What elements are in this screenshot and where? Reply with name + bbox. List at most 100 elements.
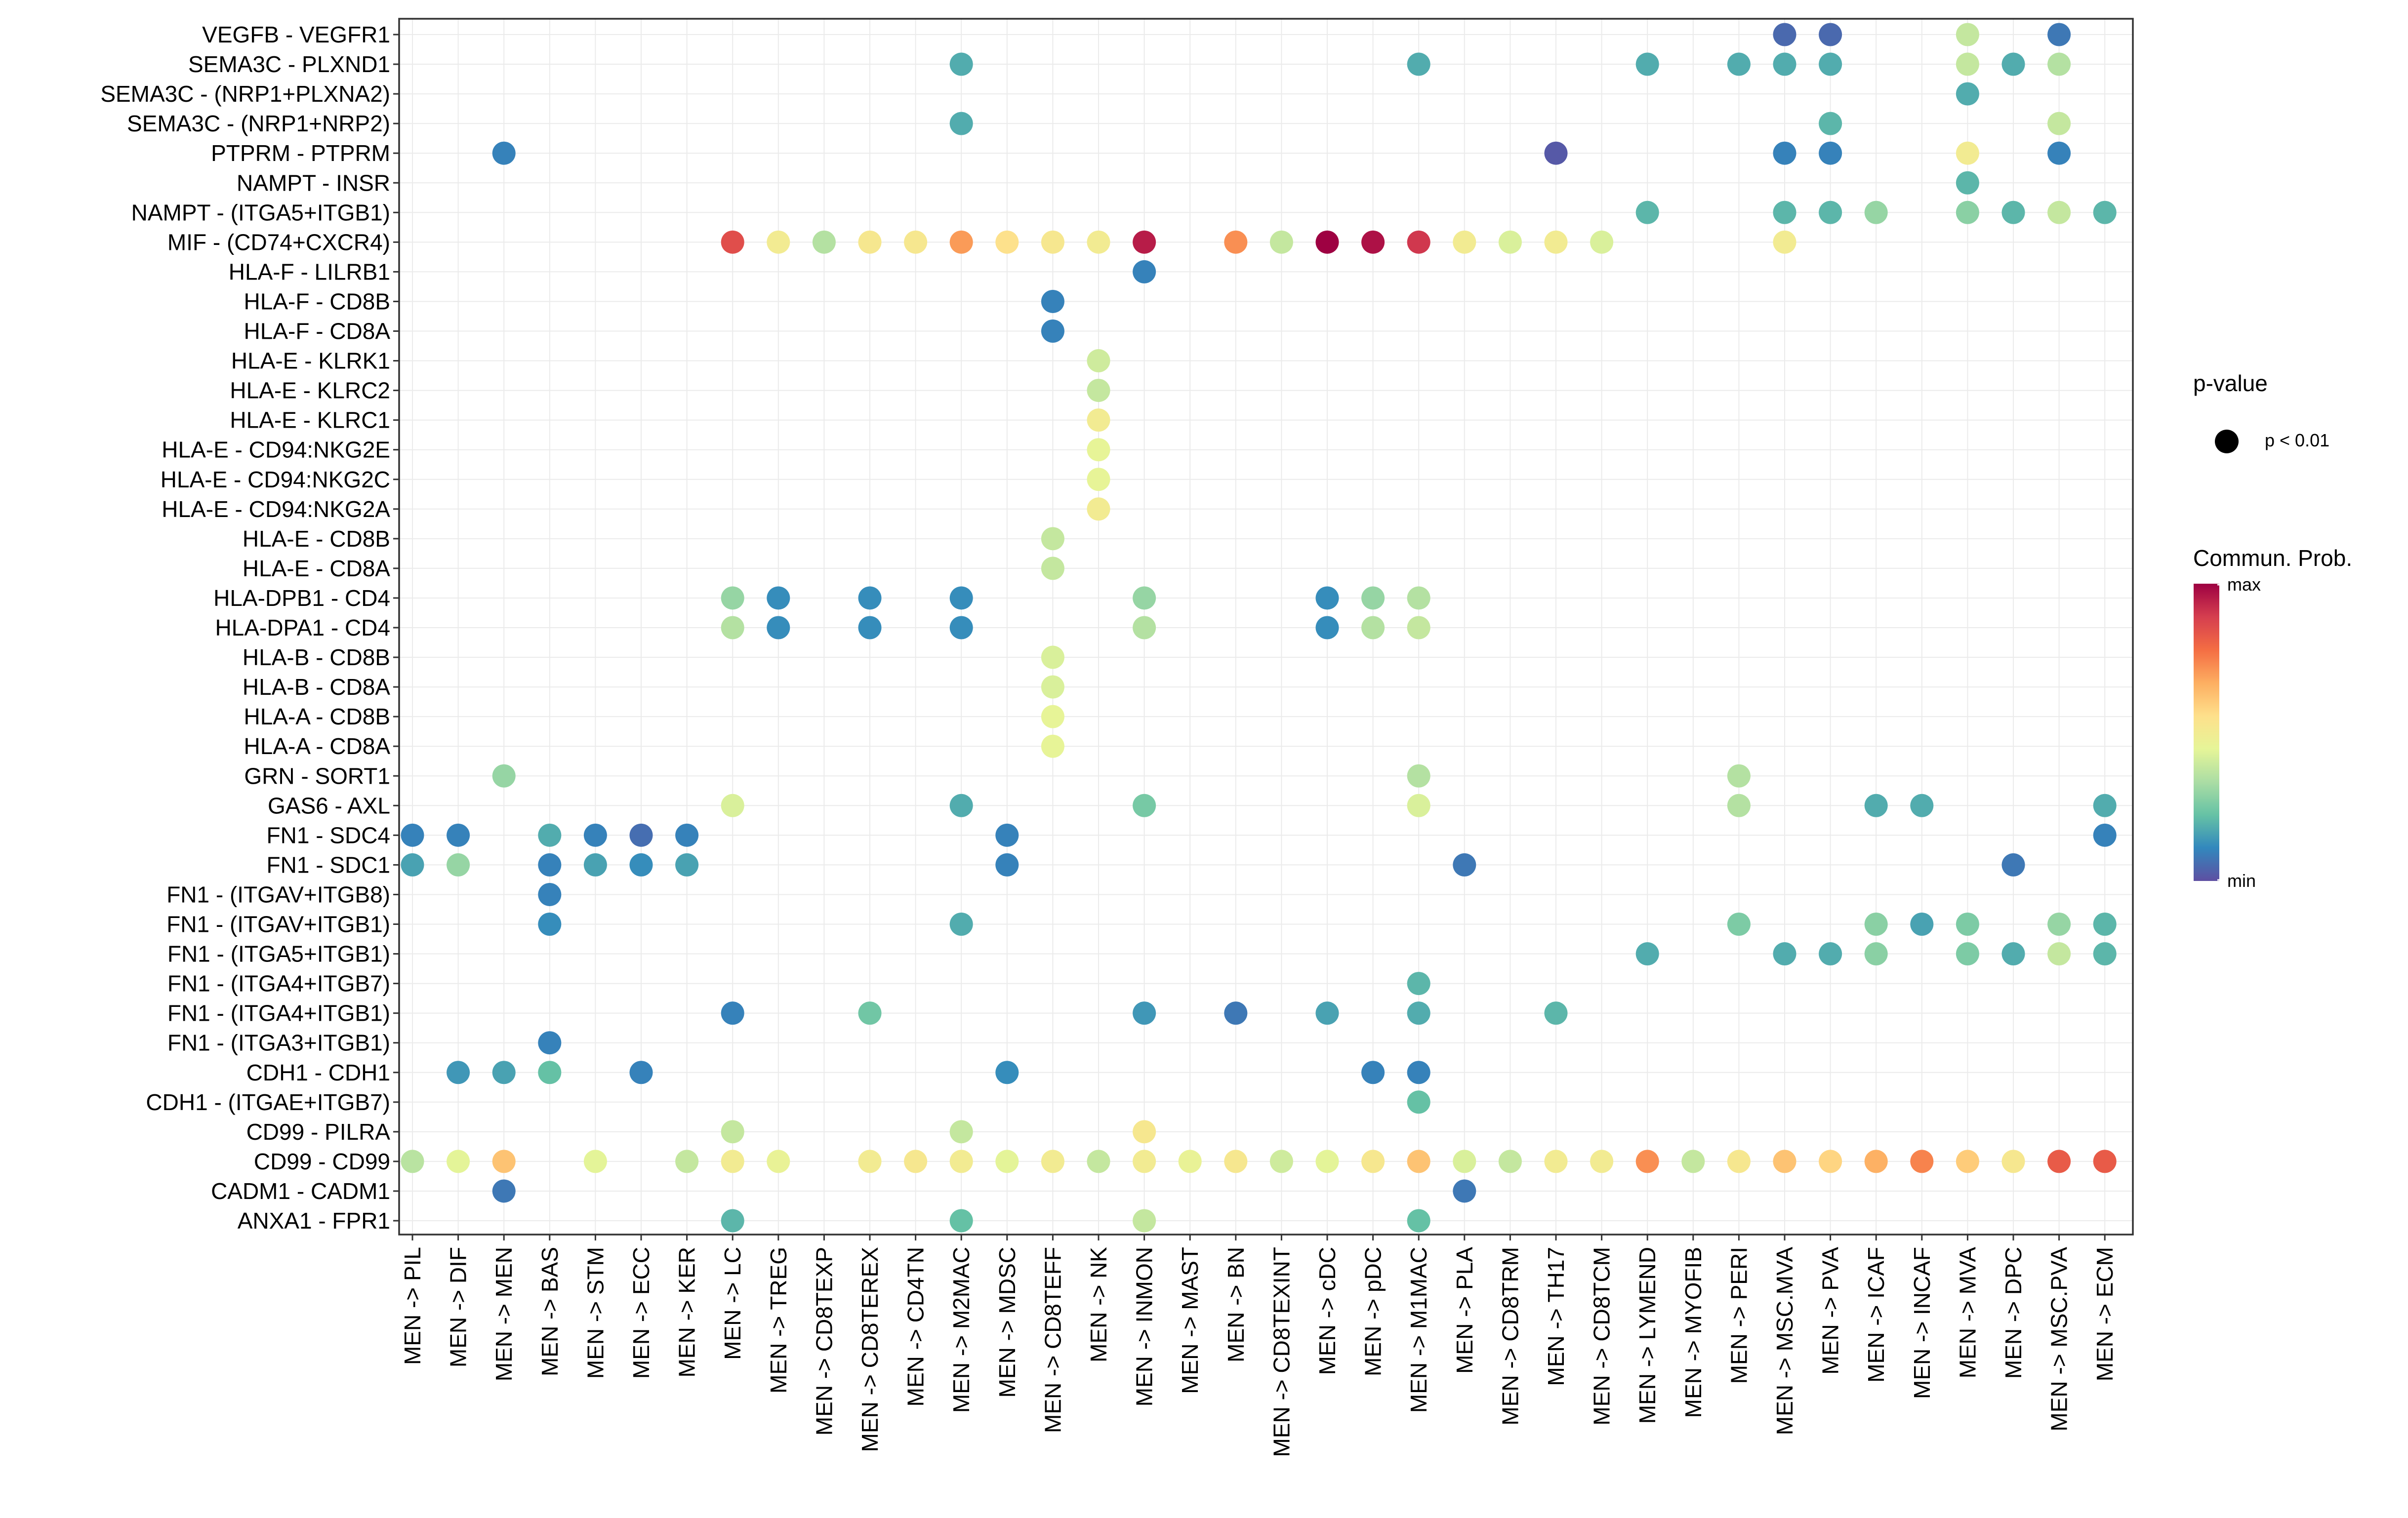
data-point [1819,23,1842,46]
data-point [2093,913,2117,936]
data-point [767,586,790,610]
data-point [1727,1150,1751,1173]
data-point [492,1179,516,1203]
y-tick-label: ANXA1 - FPR1 [238,1208,390,1234]
data-point [1956,1150,1979,1173]
data-points [401,23,2117,1233]
data-point [2047,1150,2071,1173]
colorbar [2194,584,2219,881]
data-point [949,112,973,135]
y-tick-label: HLA-B - CD8B [243,644,390,670]
data-point [1087,497,1110,521]
data-point [1727,794,1751,817]
data-point [2047,913,2071,936]
data-point [721,1209,744,1233]
data-point [538,1031,562,1055]
data-point [995,853,1019,877]
colorbar-max-label: max [2227,574,2261,595]
data-point [1407,1061,1430,1084]
data-point [1956,23,1979,46]
data-point [1087,468,1110,491]
x-tick-label: MEN -> CD8TEFF [1040,1247,1065,1433]
panel-border [398,18,2134,1236]
data-point [1910,1150,1934,1173]
data-point [1773,1150,1796,1173]
x-tick-label: MEN -> pDC [1360,1247,1386,1376]
x-tick-label: MEN -> MAST [1177,1247,1203,1394]
pvalue-legend-dot [2215,430,2239,453]
data-point [721,586,744,610]
x-tick-label: MEN -> MEN [491,1247,517,1381]
data-point [538,913,562,936]
data-point [1407,1150,1430,1173]
x-tick-label: MEN -> LC [720,1247,745,1360]
data-point [1544,1001,1568,1025]
data-point [583,1150,607,1173]
data-point [1041,289,1064,313]
data-point [675,823,699,847]
data-point [949,52,973,76]
pvalue-legend-label: p < 0.01 [2265,430,2329,450]
x-tick-label: MEN -> CD8TEXINT [1268,1247,1294,1457]
data-point [1041,557,1064,580]
x-tick-label: MEN -> MVA [1955,1247,1980,1379]
data-point [721,1001,744,1025]
data-point [2093,823,2117,847]
data-point [949,1209,973,1233]
y-tick-label: FN1 - (ITGA4+ITGB1) [167,1000,390,1026]
data-point [1041,320,1064,343]
data-point [1041,645,1064,669]
x-tick-label: MEN -> CD8TEXP [811,1247,837,1436]
x-tick-label: MEN -> ECM [2092,1247,2118,1381]
data-point [1773,141,1796,165]
data-point [1041,230,1064,254]
y-tick-label: GAS6 - AXL [268,793,390,818]
data-point [1864,942,1888,966]
x-tick-label: MEN -> NK [1086,1247,1111,1362]
data-point [1910,913,1934,936]
x-tick-label: MEN -> M1MAC [1406,1247,1431,1413]
data-point [1361,1061,1385,1084]
x-tick-label: MEN -> CD4TN [903,1247,929,1406]
data-point [2093,200,2117,224]
data-point [1041,675,1064,699]
data-point [1361,230,1385,254]
data-point [1681,1150,1705,1173]
data-point [1087,349,1110,373]
data-point [1819,942,1842,966]
data-point [1087,438,1110,462]
colorbar-min-label: min [2227,871,2256,891]
data-point [1635,200,1659,224]
y-tick-label: FN1 - SDC1 [267,852,390,878]
x-tick-label: MEN -> DPC [2000,1247,2026,1379]
y-tick-label: HLA-E - KLRC1 [230,407,390,433]
data-point [492,141,516,165]
data-point [1819,1150,1842,1173]
data-point [767,230,790,254]
y-tick-label: SEMA3C - PLXND1 [188,51,390,77]
data-point [949,586,973,610]
data-point [629,853,653,877]
y-tick-label: CD99 - CD99 [254,1149,390,1174]
data-point [1407,1209,1430,1233]
data-point [1727,52,1751,76]
data-point [1361,616,1385,639]
data-point [1864,913,1888,936]
x-tick-label: MEN -> CD8TEREX [857,1247,883,1452]
data-point [1544,1150,1568,1173]
data-point [949,1120,973,1144]
data-point [1819,52,1842,76]
y-tick-label: HLA-E - CD94:NKG2C [161,467,390,492]
data-point [1041,1150,1064,1173]
data-point [1087,1150,1110,1173]
x-tick-label: MEN -> BN [1223,1247,1249,1362]
data-point [2001,200,2025,224]
y-tick-label: CD99 - PILRA [246,1119,391,1145]
data-point [1133,1209,1156,1233]
data-point [995,1061,1019,1084]
data-point [1453,853,1476,877]
data-point [1178,1150,1202,1173]
data-point [1773,200,1796,224]
data-point [1635,52,1659,76]
data-point [1269,1150,1293,1173]
